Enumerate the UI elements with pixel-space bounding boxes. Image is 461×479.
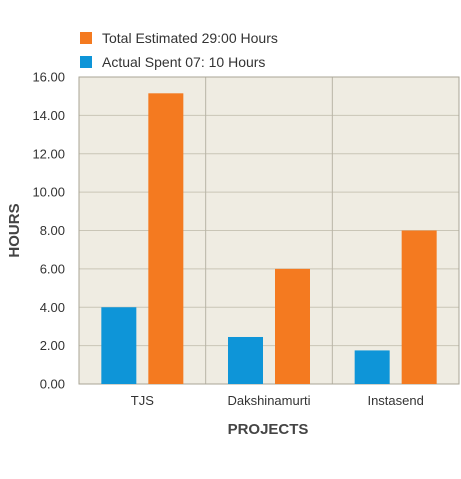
legend-item-total-estimated: Total Estimated 29:00 Hours bbox=[80, 26, 278, 50]
y-axis-title: HOURS bbox=[6, 203, 23, 257]
bar bbox=[148, 93, 184, 384]
bar bbox=[354, 350, 390, 384]
y-tick-label: 12.00 bbox=[32, 146, 65, 161]
x-axis-title: PROJECTS bbox=[228, 421, 309, 438]
y-tick-label: 4.00 bbox=[40, 300, 65, 315]
bar bbox=[101, 307, 137, 384]
legend-swatch-total-estimated bbox=[80, 32, 92, 44]
y-tick-label: 8.00 bbox=[40, 223, 65, 238]
legend-swatch-actual-spent bbox=[80, 56, 92, 68]
bar bbox=[401, 230, 437, 384]
x-tick-label: Instasend bbox=[367, 393, 423, 408]
y-tick-label: 0.00 bbox=[40, 377, 65, 392]
y-tick-label: 2.00 bbox=[40, 338, 65, 353]
bar bbox=[275, 268, 310, 384]
legend-item-actual-spent: Actual Spent 07: 10 Hours bbox=[80, 50, 278, 74]
y-tick-label: 16.00 bbox=[32, 70, 65, 85]
y-tick-label: 6.00 bbox=[40, 261, 65, 276]
x-tick-label: Dakshinamurti bbox=[227, 393, 310, 408]
legend-label-total-estimated: Total Estimated 29:00 Hours bbox=[102, 30, 278, 46]
x-tick-label: TJS bbox=[131, 393, 154, 408]
y-tick-label: 10.00 bbox=[32, 185, 65, 200]
legend: Total Estimated 29:00 Hours Actual Spent… bbox=[80, 26, 278, 74]
bar bbox=[228, 336, 263, 384]
legend-label-actual-spent: Actual Spent 07: 10 Hours bbox=[102, 54, 266, 70]
y-tick-label: 14.00 bbox=[32, 108, 65, 123]
plot-border bbox=[78, 76, 460, 385]
